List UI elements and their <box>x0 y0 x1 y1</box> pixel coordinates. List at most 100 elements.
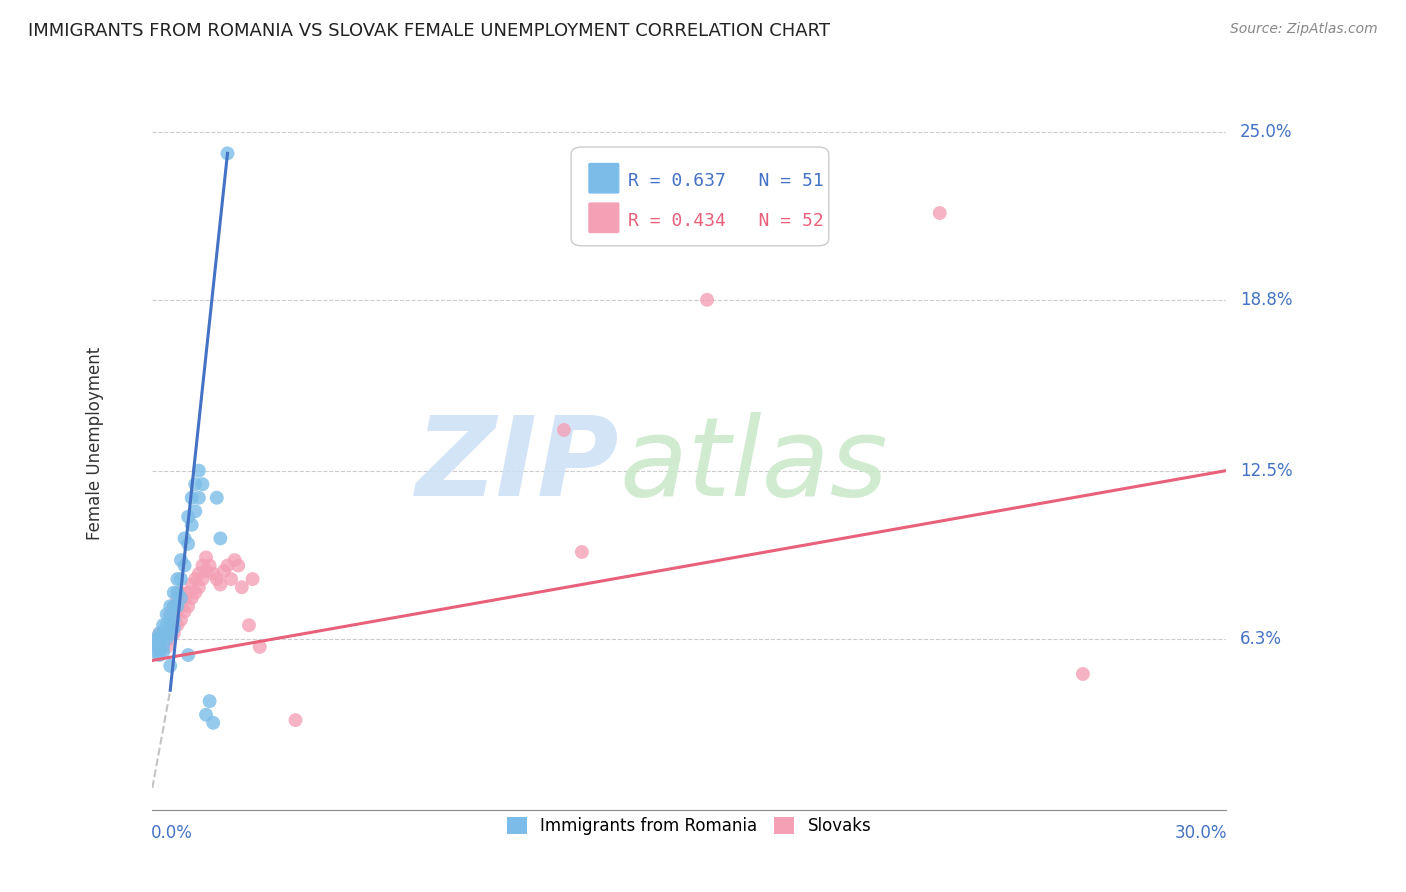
Point <box>148 632 170 646</box>
Point <box>148 626 170 640</box>
Legend: Immigrants from Romania, Slovaks: Immigrants from Romania, Slovaks <box>501 810 877 841</box>
Point <box>187 580 209 594</box>
Point <box>205 491 228 505</box>
Point <box>226 558 249 573</box>
Point <box>180 491 202 505</box>
Point <box>173 605 195 619</box>
Point <box>148 642 170 657</box>
Point <box>170 553 193 567</box>
Point <box>191 477 214 491</box>
Point <box>163 626 186 640</box>
Point <box>159 632 181 646</box>
Point <box>163 613 186 627</box>
Point <box>928 206 950 220</box>
Point <box>159 599 181 614</box>
Point <box>284 713 307 727</box>
Point <box>184 504 207 518</box>
Point <box>195 550 218 565</box>
Point <box>159 626 181 640</box>
Point <box>145 634 167 648</box>
Point <box>177 537 200 551</box>
Text: R = 0.434   N = 52: R = 0.434 N = 52 <box>628 211 824 229</box>
Point <box>180 591 202 605</box>
Point <box>180 577 202 591</box>
Point <box>177 509 200 524</box>
FancyBboxPatch shape <box>571 147 828 246</box>
Text: 6.3%: 6.3% <box>1240 630 1282 648</box>
Point <box>177 585 200 599</box>
Point <box>159 618 181 632</box>
Point <box>152 626 174 640</box>
Point <box>173 558 195 573</box>
Point <box>202 715 225 730</box>
Point <box>152 640 174 654</box>
Point <box>156 626 179 640</box>
Point <box>209 577 232 591</box>
Point <box>163 613 186 627</box>
Point <box>166 618 188 632</box>
Point <box>152 618 174 632</box>
Text: Female Unemployment: Female Unemployment <box>86 347 104 541</box>
Point <box>170 599 193 614</box>
Text: 25.0%: 25.0% <box>1240 123 1292 141</box>
Point <box>198 558 221 573</box>
Point <box>219 572 242 586</box>
Point <box>170 572 193 586</box>
Text: atlas: atlas <box>620 412 889 519</box>
Point <box>156 607 179 622</box>
Point <box>148 648 170 662</box>
Point <box>238 618 260 632</box>
Point <box>249 640 271 654</box>
Point <box>212 564 235 578</box>
Point <box>159 607 181 622</box>
Point <box>166 599 188 614</box>
Point <box>231 580 253 594</box>
Text: 0.0%: 0.0% <box>152 824 193 842</box>
Text: 30.0%: 30.0% <box>1174 824 1227 842</box>
Point <box>152 645 174 659</box>
Point <box>1071 667 1094 681</box>
Point <box>163 599 186 614</box>
Point <box>205 572 228 586</box>
Text: 12.5%: 12.5% <box>1240 462 1292 480</box>
Point <box>184 585 207 599</box>
Point <box>166 585 188 599</box>
Point <box>187 566 209 581</box>
Point <box>148 637 170 651</box>
Point <box>145 632 167 646</box>
Point <box>145 632 167 646</box>
Point <box>152 632 174 646</box>
FancyBboxPatch shape <box>588 163 620 194</box>
Point <box>217 146 239 161</box>
Point <box>163 621 186 635</box>
Point <box>180 517 202 532</box>
Point <box>159 658 181 673</box>
Point <box>242 572 264 586</box>
Text: ZIP: ZIP <box>416 412 620 519</box>
Point <box>173 591 195 605</box>
Point <box>170 613 193 627</box>
Point <box>145 645 167 659</box>
Point <box>184 477 207 491</box>
Point <box>152 640 174 654</box>
Point <box>156 618 179 632</box>
Point <box>553 423 575 437</box>
Point <box>217 558 239 573</box>
Point <box>156 640 179 654</box>
Point <box>191 572 214 586</box>
Point <box>195 707 218 722</box>
Point <box>156 626 179 640</box>
Point <box>170 585 193 599</box>
Point <box>163 599 186 614</box>
Point <box>156 632 179 646</box>
Point <box>152 626 174 640</box>
Point <box>166 591 188 605</box>
Point <box>209 532 232 546</box>
Point <box>170 591 193 605</box>
FancyBboxPatch shape <box>588 202 620 233</box>
Point <box>159 618 181 632</box>
Text: Source: ZipAtlas.com: Source: ZipAtlas.com <box>1230 22 1378 37</box>
Point <box>159 610 181 624</box>
Point <box>166 572 188 586</box>
Text: IMMIGRANTS FROM ROMANIA VS SLOVAK FEMALE UNEMPLOYMENT CORRELATION CHART: IMMIGRANTS FROM ROMANIA VS SLOVAK FEMALE… <box>28 22 830 40</box>
